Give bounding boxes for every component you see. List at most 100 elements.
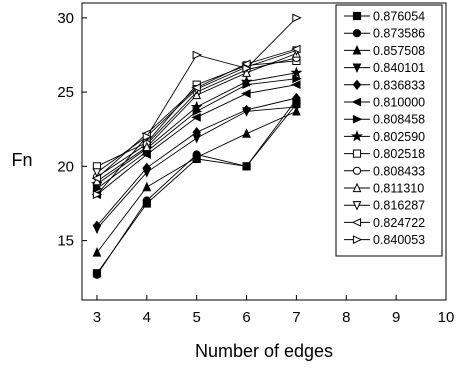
legend-label: 0.802590	[373, 130, 425, 144]
legend-item: 0.808458	[344, 113, 425, 127]
legend-item: 0.802590	[344, 130, 425, 144]
data-point	[192, 127, 201, 138]
data-point	[142, 162, 152, 174]
series-0.840053	[92, 13, 302, 199]
series-0.811310	[92, 48, 301, 186]
legend-label: 0.816287	[373, 199, 425, 213]
data-point	[241, 59, 251, 69]
legend-label: 0.873586	[373, 27, 425, 41]
legend-marker	[352, 235, 363, 244]
legend-marker	[352, 45, 362, 55]
data-point	[292, 74, 302, 84]
data-point	[290, 66, 303, 78]
data-point	[292, 102, 301, 113]
axes: 3 4 5 6 7 8 9 10 15 20 25 30 Number of edges Fn	[11, 2, 455, 361]
data-point	[240, 75, 253, 87]
legend-marker	[352, 11, 362, 21]
legend-label: 0.810000	[373, 96, 425, 110]
series-0.808458	[92, 74, 302, 194]
legend-marker	[351, 218, 362, 227]
x-tick-label: 5	[193, 309, 201, 326]
x-tick-label: 7	[292, 309, 300, 326]
legend-label: 0.836833	[373, 78, 425, 92]
legend-item: 0.840101	[344, 61, 425, 75]
x-tick-label: 3	[93, 309, 101, 326]
data-point	[291, 44, 301, 54]
legend-label: 0.808433	[373, 164, 425, 178]
data-point	[91, 173, 102, 183]
y-tick-label: 30	[57, 10, 74, 27]
legend-marker	[352, 182, 362, 193]
legend-marker	[352, 63, 362, 73]
x-tick-label: 4	[143, 309, 151, 326]
series-layer	[91, 13, 303, 279]
legend-item: 0.810000	[344, 96, 425, 110]
legend-marker	[352, 29, 362, 38]
series-0.857508	[92, 106, 301, 257]
legend-item: 0.824722	[344, 216, 425, 230]
data-point	[92, 270, 102, 279]
data-point	[192, 50, 203, 60]
legend-label: 0.840101	[373, 61, 425, 75]
x-ticks: 3 4 5 6 7 8 9 10	[93, 295, 455, 326]
data-point	[241, 89, 251, 98]
legend-label: 0.802518	[373, 147, 425, 161]
legend-marker	[352, 201, 362, 211]
x-tick-label: 10	[438, 309, 455, 326]
legend-marker	[351, 130, 363, 142]
legend-item: 0.857508	[344, 44, 425, 58]
legend-box	[335, 4, 443, 257]
data-point	[242, 104, 251, 116]
plot-frame	[81, 2, 447, 301]
data-point	[292, 92, 301, 104]
legend-item: 0.876054	[344, 10, 425, 24]
legend-item: 0.816287	[344, 199, 425, 213]
y-tick-label: 15	[57, 233, 74, 250]
data-point	[292, 13, 302, 23]
legend-item: 0.811310	[344, 182, 424, 196]
legend-label: 0.811310	[373, 182, 424, 196]
series-0.824722	[91, 44, 301, 183]
data-point	[242, 67, 251, 77]
legend: 0.876054 0.873586 0.857508 0.840101 0.836833…	[335, 4, 443, 257]
data-point	[190, 100, 203, 112]
legend-label: 0.808458	[373, 113, 425, 127]
series-0.836833	[92, 92, 301, 231]
data-point	[142, 132, 153, 142]
data-point	[92, 220, 102, 231]
data-point	[142, 196, 151, 205]
legend-item: 0.808433	[344, 164, 425, 178]
data-point	[92, 247, 102, 257]
legend-marker	[352, 79, 362, 90]
legend-marker	[351, 97, 362, 107]
data-point	[92, 168, 102, 178]
legend-marker	[352, 166, 362, 175]
legend-label: 0.824722	[373, 216, 425, 230]
legend-item: 0.873586	[344, 27, 425, 41]
data-point	[242, 63, 252, 73]
data-point	[242, 162, 251, 171]
data-point	[192, 89, 202, 100]
series-line	[96, 99, 297, 276]
data-point	[142, 181, 152, 192]
data-point	[291, 80, 301, 90]
data-point	[142, 141, 152, 152]
data-point	[192, 152, 202, 162]
series-0.876054	[92, 99, 301, 278]
x-tick-label: 8	[342, 309, 350, 326]
legend-marker	[352, 149, 362, 158]
data-point	[191, 112, 201, 122]
y-tick-label: 20	[57, 158, 74, 175]
y-axis-label: Fn	[11, 150, 32, 170]
x-tick-label: 9	[392, 309, 400, 326]
y-tick-label: 25	[57, 84, 74, 101]
x-axis-label: Number of edges	[195, 341, 333, 361]
data-point	[242, 128, 251, 138]
legend-label: 0.876054	[373, 10, 425, 24]
x-tick-label: 6	[242, 309, 250, 326]
legend-label: 0.840053	[373, 233, 425, 247]
legend-marker	[352, 114, 363, 124]
data-point	[92, 190, 103, 199]
